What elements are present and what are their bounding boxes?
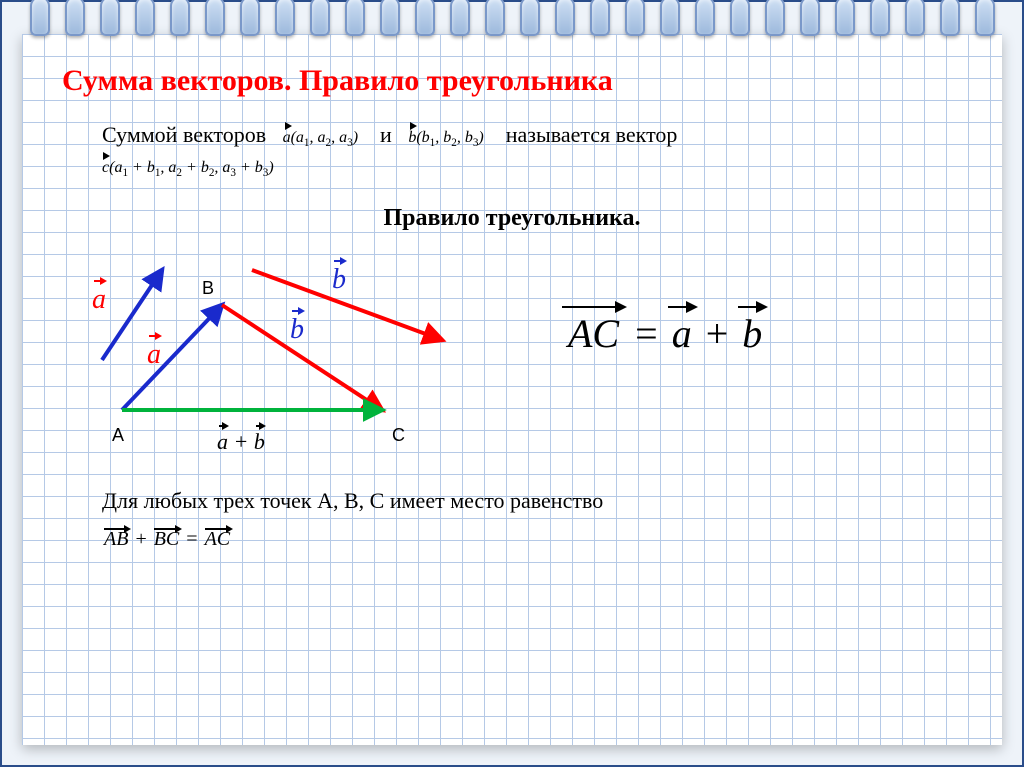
vector-b-expr: b(b1, b2, b3) [408,125,483,149]
definition-tail: называется вектор [506,122,678,147]
corollary-formula: AB + BC = AC [102,528,962,551]
diagram-svg [62,250,482,460]
page-container: Сумма векторов. Правило треугольника Сум… [0,0,1024,767]
formula-ac: AC [203,528,233,551]
point-label-a: A [112,425,124,446]
point-label-b: B [202,278,214,299]
equation-eq: = [635,311,658,356]
free-vector-b [252,270,442,340]
formula-bc: BC [152,528,182,551]
label-free-b: b [332,260,346,296]
vector-c-expr: c(a1 + b1, a2 + b2, a3 + b3) [102,155,962,179]
label-triangle-a: a [147,335,161,371]
label-sum: a + b [217,425,265,455]
slide-title: Сумма векторов. Правило треугольника [62,64,962,98]
definition-line: Суммой векторов a(a1, a2, a3) и b(b1, b2… [102,122,962,149]
equation-rhs-b: b [738,310,766,357]
vector-a-expr: a(a1, a2, a3) [283,125,358,149]
label-triangle-b: b [290,310,304,346]
equation-lhs: AC [562,310,625,357]
label-free-a: a [92,280,106,316]
main-equation: AC = a + b [562,310,766,357]
corollary-text: Для любых трех точек А, В, С имеет место… [102,488,962,514]
formula-ab: AB [102,528,130,551]
spiral-binding [2,2,1022,50]
vector-diagram: a b a b a + b A B C AC = a + b [62,250,962,480]
definition-conj: и [380,122,392,147]
equation-plus: + [706,311,729,356]
equation-rhs-a: a [668,310,696,357]
notebook-sheet: Сумма векторов. Правило треугольника Сум… [22,34,1002,745]
point-label-c: C [392,425,405,446]
rule-subheading: Правило треугольника. [62,205,962,232]
triangle-vector-a [122,305,222,410]
definition-lead: Суммой векторов [102,122,266,147]
